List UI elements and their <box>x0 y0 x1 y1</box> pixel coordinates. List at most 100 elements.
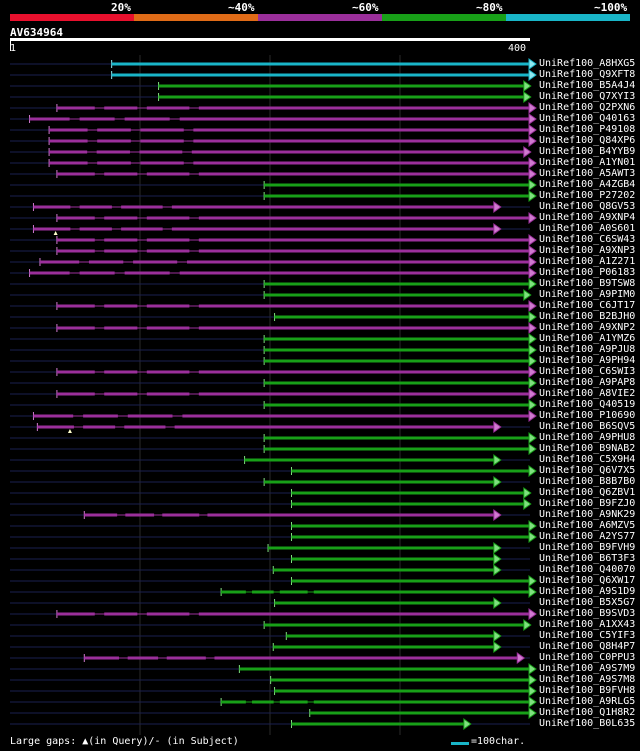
hit-label[interactable]: UniRef100_C5YIF3 <box>539 630 636 641</box>
hit-label[interactable]: UniRef100_A2YS77 <box>539 531 636 542</box>
hit-arrow-head <box>528 212 537 224</box>
hit-arrow-head <box>463 718 472 730</box>
hit-label[interactable]: UniRef100_B9FZJ0 <box>539 498 636 509</box>
hit-label[interactable]: UniRef100_A1YMZ6 <box>539 333 636 344</box>
query-gap-marker <box>53 231 58 235</box>
hit-arrow-head <box>528 333 537 345</box>
hit-label[interactable]: UniRef100_A9NK29 <box>539 509 636 520</box>
hit-label[interactable]: UniRef100_C5X9H4 <box>539 454 636 465</box>
hit-label[interactable]: UniRef100_Q6ZBV1 <box>539 487 636 498</box>
hit-label[interactable]: UniRef100_A9XNP3 <box>539 245 636 256</box>
hit-label[interactable]: UniRef100_B5X5G7 <box>539 597 636 608</box>
hit-label[interactable]: UniRef100_A9RLG5 <box>539 696 636 707</box>
hit-arrow-head <box>493 542 502 554</box>
hit-arrow-head <box>528 696 537 708</box>
hit-label[interactable]: UniRef100_A9PIM0 <box>539 289 636 300</box>
hit-label[interactable]: UniRef100_P27202 <box>539 190 636 201</box>
hit-arrow-head <box>528 58 537 70</box>
hit-label[interactable]: UniRef100_A9XNP4 <box>539 212 636 223</box>
hit-arrow-head <box>528 168 537 180</box>
hit-label[interactable]: UniRef100_A9PAP8 <box>539 377 636 388</box>
hit-label[interactable]: UniRef100_A9PHU8 <box>539 432 636 443</box>
hit-arrow-head <box>493 630 502 642</box>
hit-label[interactable]: UniRef100_C6SWI3 <box>539 366 636 377</box>
hit-label[interactable]: UniRef100_Q9XFT8 <box>539 69 636 80</box>
hit-arrow-head <box>523 619 532 631</box>
hit-label[interactable]: UniRef100_B6SQV5 <box>539 421 636 432</box>
hit-label[interactable]: UniRef100_Q40519 <box>539 399 636 410</box>
hit-label[interactable]: UniRef100_Q84XP6 <box>539 135 636 146</box>
hit-label[interactable]: UniRef100_A1XX43 <box>539 619 636 630</box>
hit-label[interactable]: UniRef100_A1Z271 <box>539 256 636 267</box>
query-sequence-bar <box>10 38 530 41</box>
hit-label[interactable]: UniRef100_Q2PXN6 <box>539 102 636 113</box>
hit-label[interactable]: UniRef100_Q6XW17 <box>539 575 636 586</box>
hit-arrow-head <box>528 256 537 268</box>
hit-arrow-head <box>523 91 532 103</box>
scale-legend-label: =100char. <box>471 736 526 747</box>
hit-arrow-head <box>528 531 537 543</box>
hit-label[interactable]: UniRef100_A8HXG5 <box>539 58 636 69</box>
hit-label[interactable]: UniRef100_Q8GV53 <box>539 201 636 212</box>
query-start-label: 1 <box>10 43 17 54</box>
hit-label[interactable]: UniRef100_A1YN01 <box>539 157 636 168</box>
hit-arrow-head <box>528 399 537 411</box>
hit-label[interactable]: UniRef100_C0PPU3 <box>539 652 636 663</box>
hit-arrow-head <box>528 465 537 477</box>
hit-label[interactable]: UniRef100_Q6V7X5 <box>539 465 636 476</box>
hit-label[interactable]: UniRef100_B2BJH0 <box>539 311 636 322</box>
hit-label[interactable]: UniRef100_Q8H4P7 <box>539 641 636 652</box>
identity-color-scale: 20% ~40% ~60% ~80% ~100% <box>10 1 630 21</box>
hit-label[interactable]: UniRef100_A9S7M8 <box>539 674 636 685</box>
hit-label[interactable]: UniRef100_Q7XYI3 <box>539 91 636 102</box>
hit-label[interactable]: UniRef100_Q40163 <box>539 113 636 124</box>
query-start-tick <box>10 41 11 51</box>
hit-label[interactable]: UniRef100_A4ZGB4 <box>539 179 636 190</box>
hit-label[interactable]: UniRef100_B6T3F3 <box>539 553 636 564</box>
hit-label[interactable]: UniRef100_A8VIE2 <box>539 388 636 399</box>
hit-label[interactable]: UniRef100_A9XNP2 <box>539 322 636 333</box>
hit-arrow-head <box>528 443 537 455</box>
hit-label[interactable]: UniRef100_B4YYB9 <box>539 146 636 157</box>
hit-label[interactable]: UniRef100_C6SW43 <box>539 234 636 245</box>
hit-label[interactable]: UniRef100_B5A4J4 <box>539 80 636 91</box>
hit-arrow-head <box>528 432 537 444</box>
hit-label[interactable]: UniRef100_Q1H8R2 <box>539 707 636 718</box>
hit-label[interactable]: UniRef100_B8B7B0 <box>539 476 636 487</box>
hit-arrow-head <box>523 146 532 158</box>
hit-label[interactable]: UniRef100_P49108 <box>539 124 636 135</box>
hit-arrow-head <box>528 69 537 81</box>
hit-arrow-head <box>528 102 537 114</box>
hit-label[interactable]: UniRef100_B9FVH9 <box>539 542 636 553</box>
hit-label[interactable]: UniRef100_A5AWT3 <box>539 168 636 179</box>
hit-arrow-head <box>528 322 537 334</box>
hit-arrow-head <box>528 575 537 587</box>
hit-label[interactable]: UniRef100_A6MZV5 <box>539 520 636 531</box>
hit-label[interactable]: UniRef100_A0S601 <box>539 223 636 234</box>
hit-label[interactable]: UniRef100_P10690 <box>539 410 636 421</box>
hit-arrow-head <box>493 509 502 521</box>
hit-arrow-head <box>493 454 502 466</box>
hit-label[interactable]: UniRef100_A9S7M9 <box>539 663 636 674</box>
hit-arrow-head <box>528 300 537 312</box>
query-end-label: 400 <box>508 43 527 54</box>
hit-label[interactable]: UniRef100_B9TSW8 <box>539 278 636 289</box>
hit-label[interactable]: UniRef100_A9S1D9 <box>539 586 636 597</box>
hit-arrow-head <box>493 597 502 609</box>
color-scale-label: ~40% <box>228 1 255 14</box>
hit-arrow-head <box>493 641 502 653</box>
hit-label[interactable]: UniRef100_B9FVH8 <box>539 685 636 696</box>
hit-label[interactable]: UniRef100_A9PH94 <box>539 355 636 366</box>
hit-arrow-head <box>528 157 537 169</box>
hit-label[interactable]: UniRef100_C6JT17 <box>539 300 636 311</box>
hit-label[interactable]: UniRef100_P06183 <box>539 267 636 278</box>
hit-label[interactable]: UniRef100_A9PJU8 <box>539 344 636 355</box>
hit-arrow-head <box>528 663 537 675</box>
hit-label[interactable]: UniRef100_B9NAB2 <box>539 443 636 454</box>
hit-arrow-head <box>528 388 537 400</box>
hit-label[interactable]: UniRef100_B0L635 <box>539 718 636 729</box>
hit-label[interactable]: UniRef100_Q40070 <box>539 564 636 575</box>
hit-arrow-head <box>493 553 502 565</box>
hit-label[interactable]: UniRef100_B9SVD3 <box>539 608 636 619</box>
hit-arrow-head <box>528 520 537 532</box>
